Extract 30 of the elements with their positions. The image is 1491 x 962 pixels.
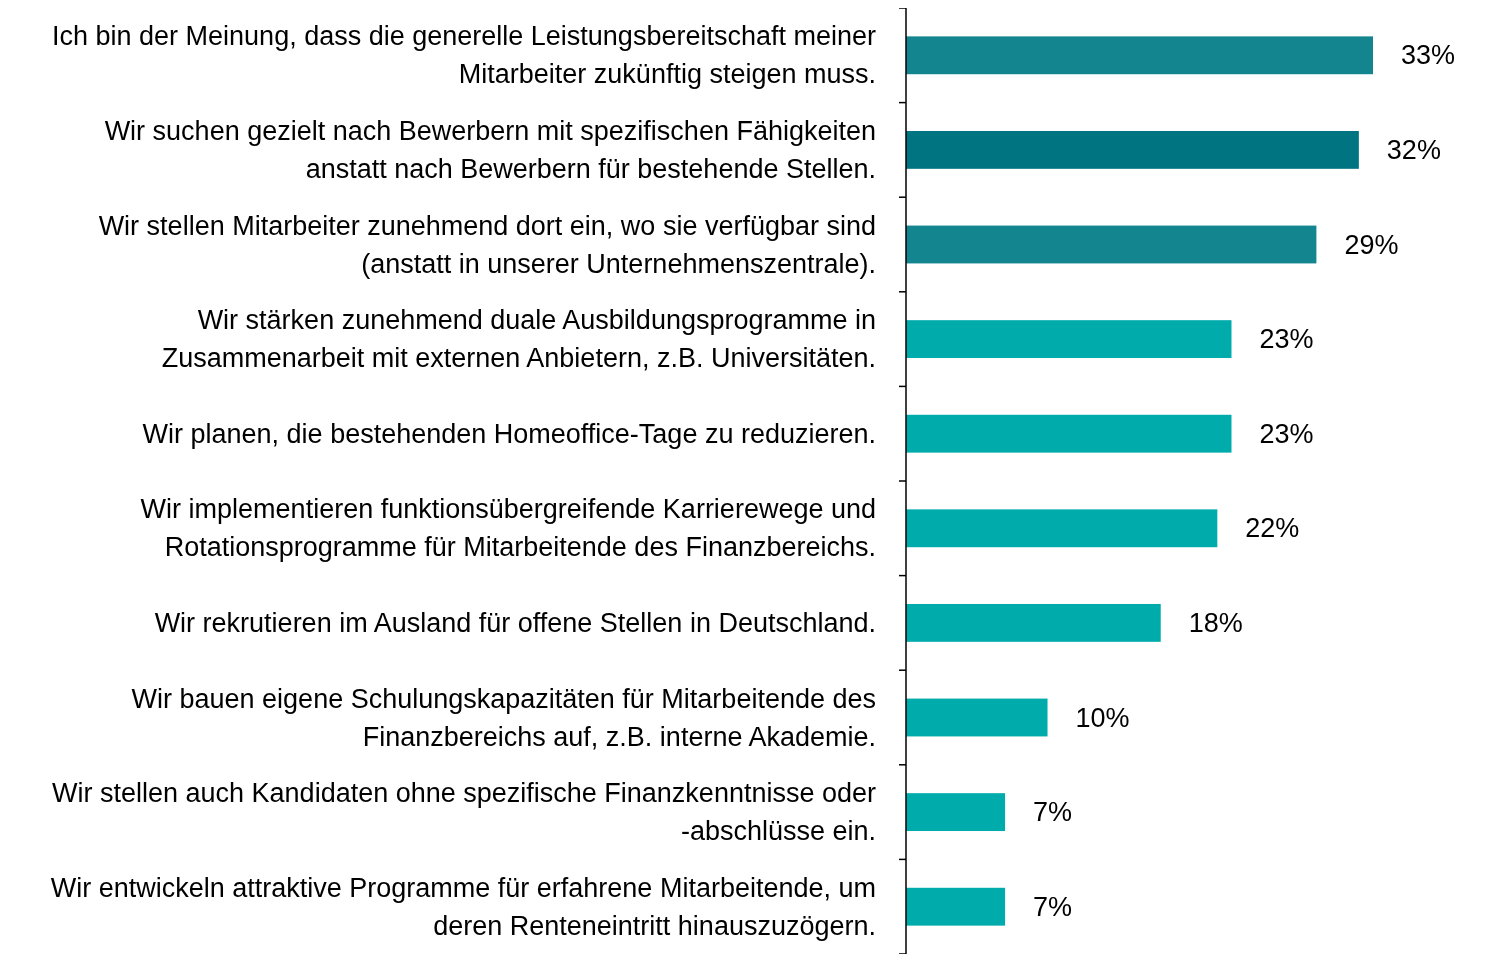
data-label: 10% [1075,702,1130,733]
y-tick-label: Wir planen, die bestehenden Homeoffice-Tage zu reduzieren. [142,418,876,449]
bar [906,320,1232,359]
data-label: 7% [1033,797,1073,828]
data-label: 32% [1386,134,1441,165]
y-tick-label: Wir stellen Mitarbeiter zunehmend dort ein, wo sie verfügbar sind (anstatt in unserer Unternehmenszentrale). [98,210,876,279]
bar [906,698,1048,737]
y-tick-label: Wir stärken zunehmend duale Ausbildungsprogramme in Zusammenarbeit mit externen Anbietern, z.B. Universitäten. [161,305,876,374]
y-tick-label: Ich bin der Meinung, dass die generelle Leistungsbereitschaft meiner Mitarbeiter zukünftig steigen muss. [52,21,876,90]
bar [906,414,1232,453]
y-tick-label: Wir entwickeln attraktive Programme für erfahrene Mitarbeitende, um deren Renteneintritt hinauszuzögern. [50,872,876,941]
bar [906,793,1006,832]
data-label: 7% [1033,891,1073,922]
y-tick-label: Wir implementieren funktionsübergreifende Karrierewege und Rotationsprogramme für Mitarbeitende des Finanzbereichs. [140,494,876,563]
bar [906,603,1161,642]
data-label: 23% [1259,418,1314,449]
data-label: 29% [1344,229,1399,260]
bar [906,887,1006,926]
data-label: 23% [1259,324,1314,355]
bar [906,130,1359,169]
data-label: 22% [1245,513,1300,544]
bar [906,509,1218,548]
y-tick-label: Wir bauen eigene Schulungskapazitäten für Mitarbeitende des Finanzbereichs auf, z.B. interne Akademie. [131,683,876,752]
bar [906,36,1373,75]
y-tick-label: Wir stellen auch Kandidaten ohne spezifische Finanzkenntnisse oder -abschlüsse ein. [52,778,876,847]
y-tick-label: Wir suchen gezielt nach Bewerbern mit spezifischen Fähigkeiten anstatt nach Bewerbern für bestehende Stellen. [104,115,876,184]
y-tick-label: Wir rekrutieren im Ausland für offene Stellen in Deutschland. [154,607,876,638]
data-label: 18% [1188,607,1243,638]
bar [906,225,1317,264]
data-label: 33% [1401,40,1456,71]
